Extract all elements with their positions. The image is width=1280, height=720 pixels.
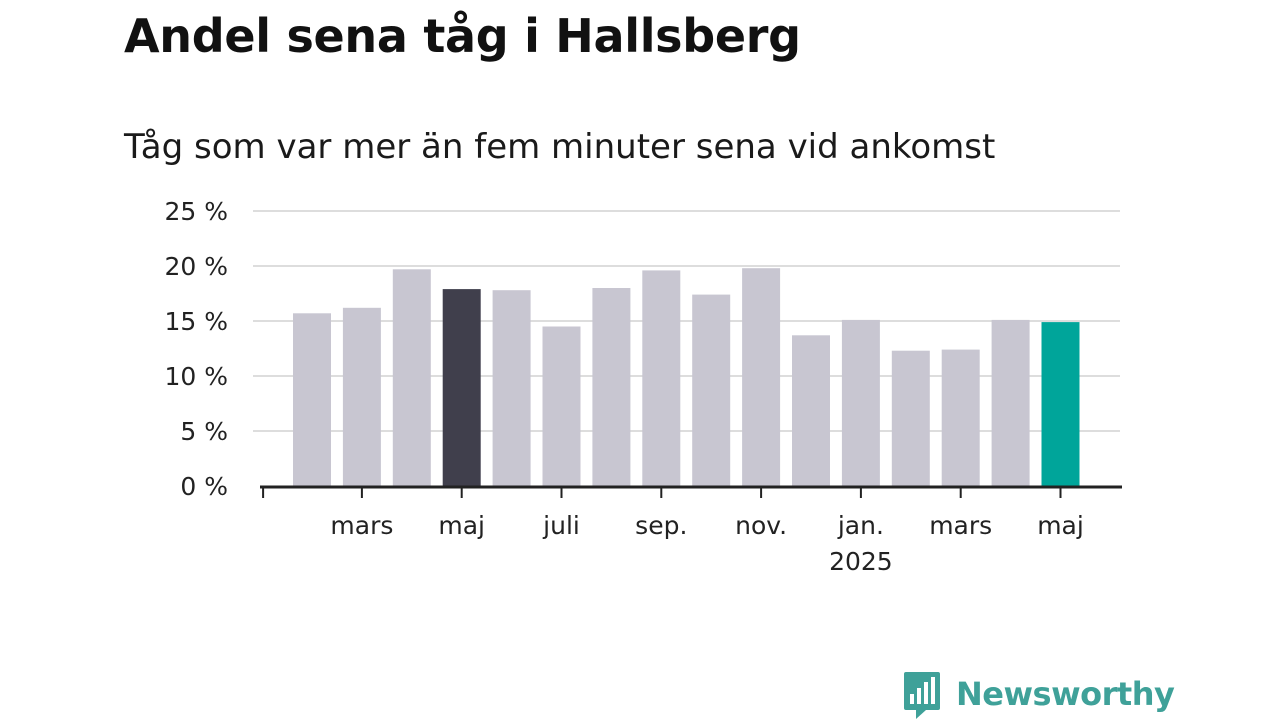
bars	[293, 268, 1080, 486]
newsworthy-logo: Newsworthy	[902, 668, 1175, 720]
brand-name: Newsworthy	[956, 675, 1175, 713]
bar	[891, 350, 930, 486]
x-tick-label: mars	[330, 511, 393, 540]
x-tick-label: maj	[438, 511, 485, 540]
x-axis-labels: mars maj juli sep. nov. jan. 2025 mars maj	[330, 511, 1083, 576]
bar	[342, 307, 381, 486]
newsworthy-logo-icon	[904, 672, 940, 719]
x-tick-label: juli	[542, 511, 580, 540]
bar	[492, 290, 531, 486]
bar	[293, 313, 331, 486]
bar	[792, 335, 830, 486]
y-tick-label: 5 %	[180, 417, 228, 446]
y-tick-label: 20 %	[164, 252, 228, 281]
bar	[592, 288, 631, 486]
bar	[742, 268, 781, 486]
x-tick-label: nov.	[735, 511, 787, 540]
y-tick-label: 0 %	[180, 472, 228, 501]
y-axis-labels: 0 % 5 % 10 % 15 % 20 % 25 %	[164, 197, 228, 501]
chart-subtitle: Tåg som var mer än fem minuter sena vid …	[124, 127, 996, 167]
x-tick-label: maj	[1037, 511, 1084, 540]
x-tick-sublabel: 2025	[829, 547, 893, 576]
x-tick-label: jan.	[837, 511, 884, 540]
x-axis	[260, 485, 1122, 498]
y-tick-label: 15 %	[164, 307, 228, 336]
bar	[991, 319, 1030, 486]
bar	[841, 319, 880, 486]
chart-title: Andel sena tåg i Hallsberg	[124, 9, 801, 63]
x-tick-label: sep.	[635, 511, 687, 540]
bar	[392, 269, 431, 486]
bar	[692, 294, 731, 486]
x-tick-label: mars	[929, 511, 992, 540]
y-tick-label: 25 %	[164, 197, 228, 226]
bar	[442, 289, 481, 486]
y-tick-label: 10 %	[164, 362, 228, 391]
bar	[1041, 322, 1080, 486]
grid-lines	[253, 210, 1120, 432]
bar	[542, 326, 581, 486]
bar	[642, 270, 681, 486]
bar	[941, 349, 980, 486]
